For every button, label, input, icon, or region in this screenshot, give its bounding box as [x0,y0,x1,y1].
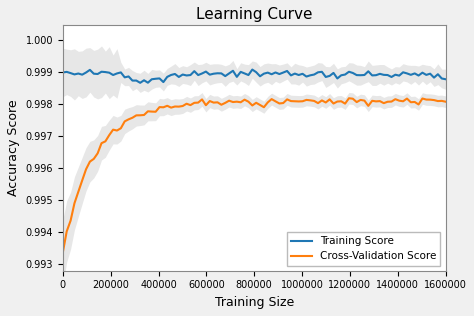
Legend: Training Score, Cross-Validation Score: Training Score, Cross-Validation Score [287,232,440,265]
Training Score [265,71,271,75]
Training Score [249,68,255,71]
Line: Training Score: Training Score [63,70,446,83]
Cross-Validation Score [288,99,294,103]
Training Score [153,77,158,81]
Cross-Validation Score [60,251,66,254]
Y-axis label: Accuracy Score: Accuracy Score [7,99,20,196]
Training Score [296,73,301,77]
Cross-Validation Score [149,110,155,113]
Cross-Validation Score [346,96,352,100]
Cross-Validation Score [443,100,448,104]
Cross-Validation Score [427,98,433,101]
Cross-Validation Score [134,113,139,117]
Training Score [60,70,66,74]
Training Score [431,76,437,80]
Training Score [134,79,139,82]
Cross-Validation Score [257,103,263,107]
Line: Cross-Validation Score: Cross-Validation Score [63,98,446,252]
Training Score [443,77,448,81]
Title: Learning Curve: Learning Curve [196,7,312,22]
Training Score [137,81,143,85]
X-axis label: Training Size: Training Size [215,296,294,309]
Training Score [419,71,425,75]
Cross-Validation Score [416,103,421,106]
